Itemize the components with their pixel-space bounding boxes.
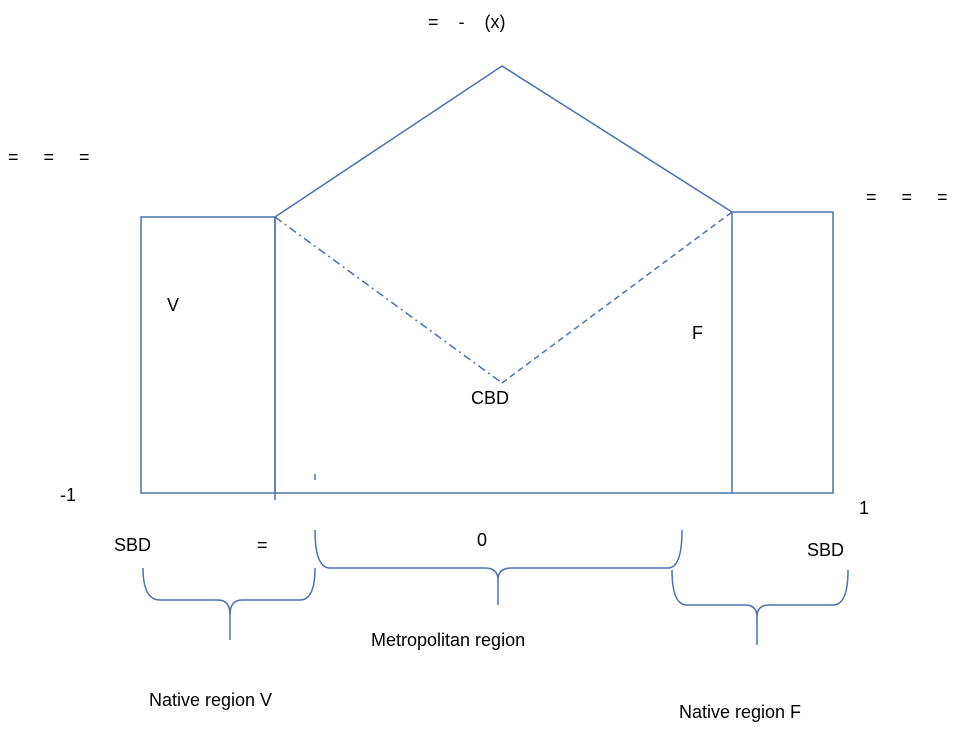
brace-left [142,567,316,640]
brace-right [671,569,849,645]
top-equation: = - (x) [428,12,506,32]
brace-middle [314,529,683,605]
right-sbd: SBD [807,540,844,560]
region-v: V [167,295,179,315]
roof [274,65,733,218]
region-f: F [692,323,703,343]
left-rect [140,216,276,494]
native-f: Native region F [679,702,801,722]
right-rect [731,211,834,494]
native-v: Native region V [149,690,272,710]
right-end: 1 [859,498,869,518]
dash-right [501,211,733,384]
left-end: -1 [60,485,76,505]
cbd: CBD [471,388,509,408]
dash-left [274,216,503,384]
right-equation: = = = [866,187,948,207]
left-equals: = [257,535,268,555]
left-equation: = = = [8,147,90,167]
left-sbd: SBD [114,535,151,555]
center-zero: 0 [477,530,487,550]
metropolitan: Metropolitan region [371,630,525,650]
